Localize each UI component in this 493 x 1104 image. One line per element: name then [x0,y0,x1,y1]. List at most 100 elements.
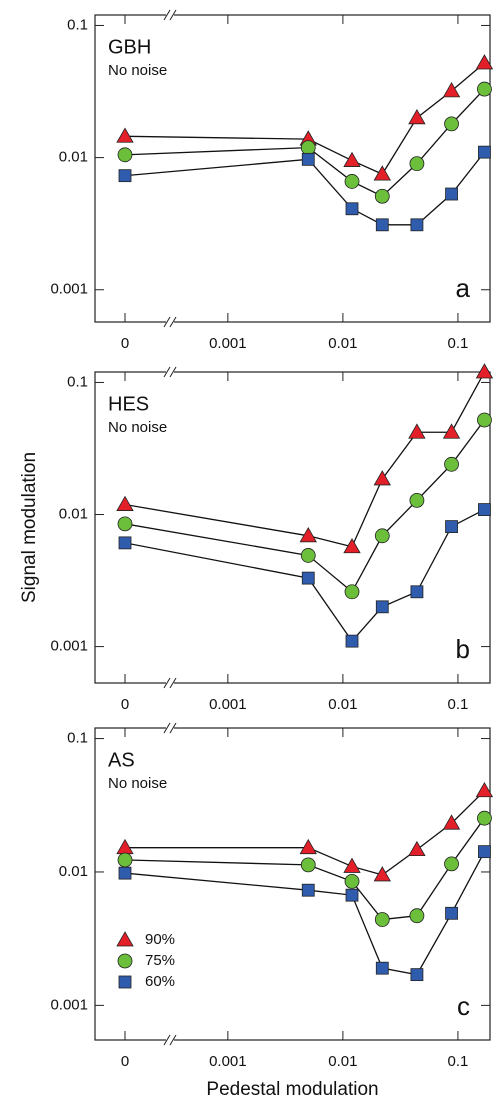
axis-break [169,722,177,734]
panel-subtitle: No noise [108,62,167,79]
axis-break [163,366,171,378]
axis-break [163,722,171,734]
data-point [375,218,389,232]
data-point [117,147,133,163]
data-point [343,537,361,554]
plot-frame [94,14,491,323]
data-point [373,165,391,181]
data-point [344,174,360,189]
x-tick-label: 0.001 [209,1053,247,1070]
data-point [345,888,359,902]
axis-break [163,316,171,328]
panel-subtitle: No noise [108,775,167,792]
panel-title: HES [108,393,149,415]
data-point [410,968,424,982]
x-tick-label: 0 [121,335,129,352]
y-tick-label: 0.1 [67,16,88,33]
data-point [118,169,132,183]
y-axis-label: Signal modulation [19,452,40,603]
axis-break-gap [166,368,174,376]
axis-break [169,1034,177,1046]
axis-break-gap [166,11,174,19]
axis-break-gap [166,1036,174,1044]
data-point [478,845,491,859]
data-point [116,838,134,855]
data-point [442,423,461,439]
x-tick-label: 0.1 [448,1053,469,1070]
data-point [373,470,391,486]
data-point [345,634,359,648]
data-point [343,151,361,167]
axis-break [163,677,171,689]
axis-break-gap [166,318,174,326]
axis-break [163,9,171,21]
data-point [408,840,426,857]
panel-label: b [456,634,470,664]
x-tick-label: 0.1 [448,696,469,713]
data-point [344,584,360,600]
legend-label: 90% [145,931,175,948]
data-point [344,873,360,889]
x-tick-label: 0 [121,1053,129,1070]
x-tick-label: 0.1 [448,335,469,352]
axis-break [163,1034,171,1046]
data-point [442,82,461,98]
data-point [117,516,133,532]
x-tick-label: 0.01 [328,335,357,352]
x-tick-label: 0.001 [209,335,247,352]
data-point [116,127,134,143]
legend-marker [116,931,134,947]
axis-break-gap [166,724,174,732]
data-point [373,866,391,882]
data-point [410,585,424,599]
data-point [409,908,425,924]
data-point [300,857,316,873]
data-point [408,423,426,439]
panel-title: AS [108,749,135,771]
data-point [374,912,390,927]
data-point [374,528,390,544]
legend-marker [117,953,133,969]
legend-label: 75% [145,952,175,969]
legend-label: 60% [145,973,175,990]
y-tick-label: 0.01 [59,505,88,522]
data-point [475,781,493,798]
axis-break [169,9,177,21]
x-axis-label: Pedestal modulation [206,1079,378,1100]
data-point [299,838,317,855]
data-point [445,906,458,920]
y-tick-label: 0.01 [59,863,88,880]
axis-break [169,677,177,689]
data-point [374,188,390,204]
axis-break-gap [166,679,174,687]
x-tick-label: 0.01 [328,696,357,713]
data-point [116,495,134,511]
data-point [477,412,492,428]
data-point [301,152,315,166]
y-tick-label: 0.001 [50,281,88,298]
y-tick-label: 0.1 [67,373,88,390]
data-point [444,456,459,472]
series-line [124,371,486,548]
y-tick-label: 0.01 [59,149,88,166]
x-tick-label: 0.001 [209,696,247,713]
axis-break [169,316,177,328]
data-point [408,109,426,125]
panel-label: a [456,273,471,303]
data-point [444,116,459,132]
plot-frame [94,371,491,684]
data-point [445,187,458,201]
data-point [375,961,389,975]
data-point [444,856,459,872]
data-point [478,503,491,516]
data-point [345,202,359,216]
data-point [118,866,132,880]
data-point [118,536,132,550]
y-tick-label: 0.1 [67,730,88,747]
data-point [301,883,315,897]
data-point [343,857,361,873]
axis-break [169,366,177,378]
data-point [299,526,317,543]
data-point [477,81,492,97]
